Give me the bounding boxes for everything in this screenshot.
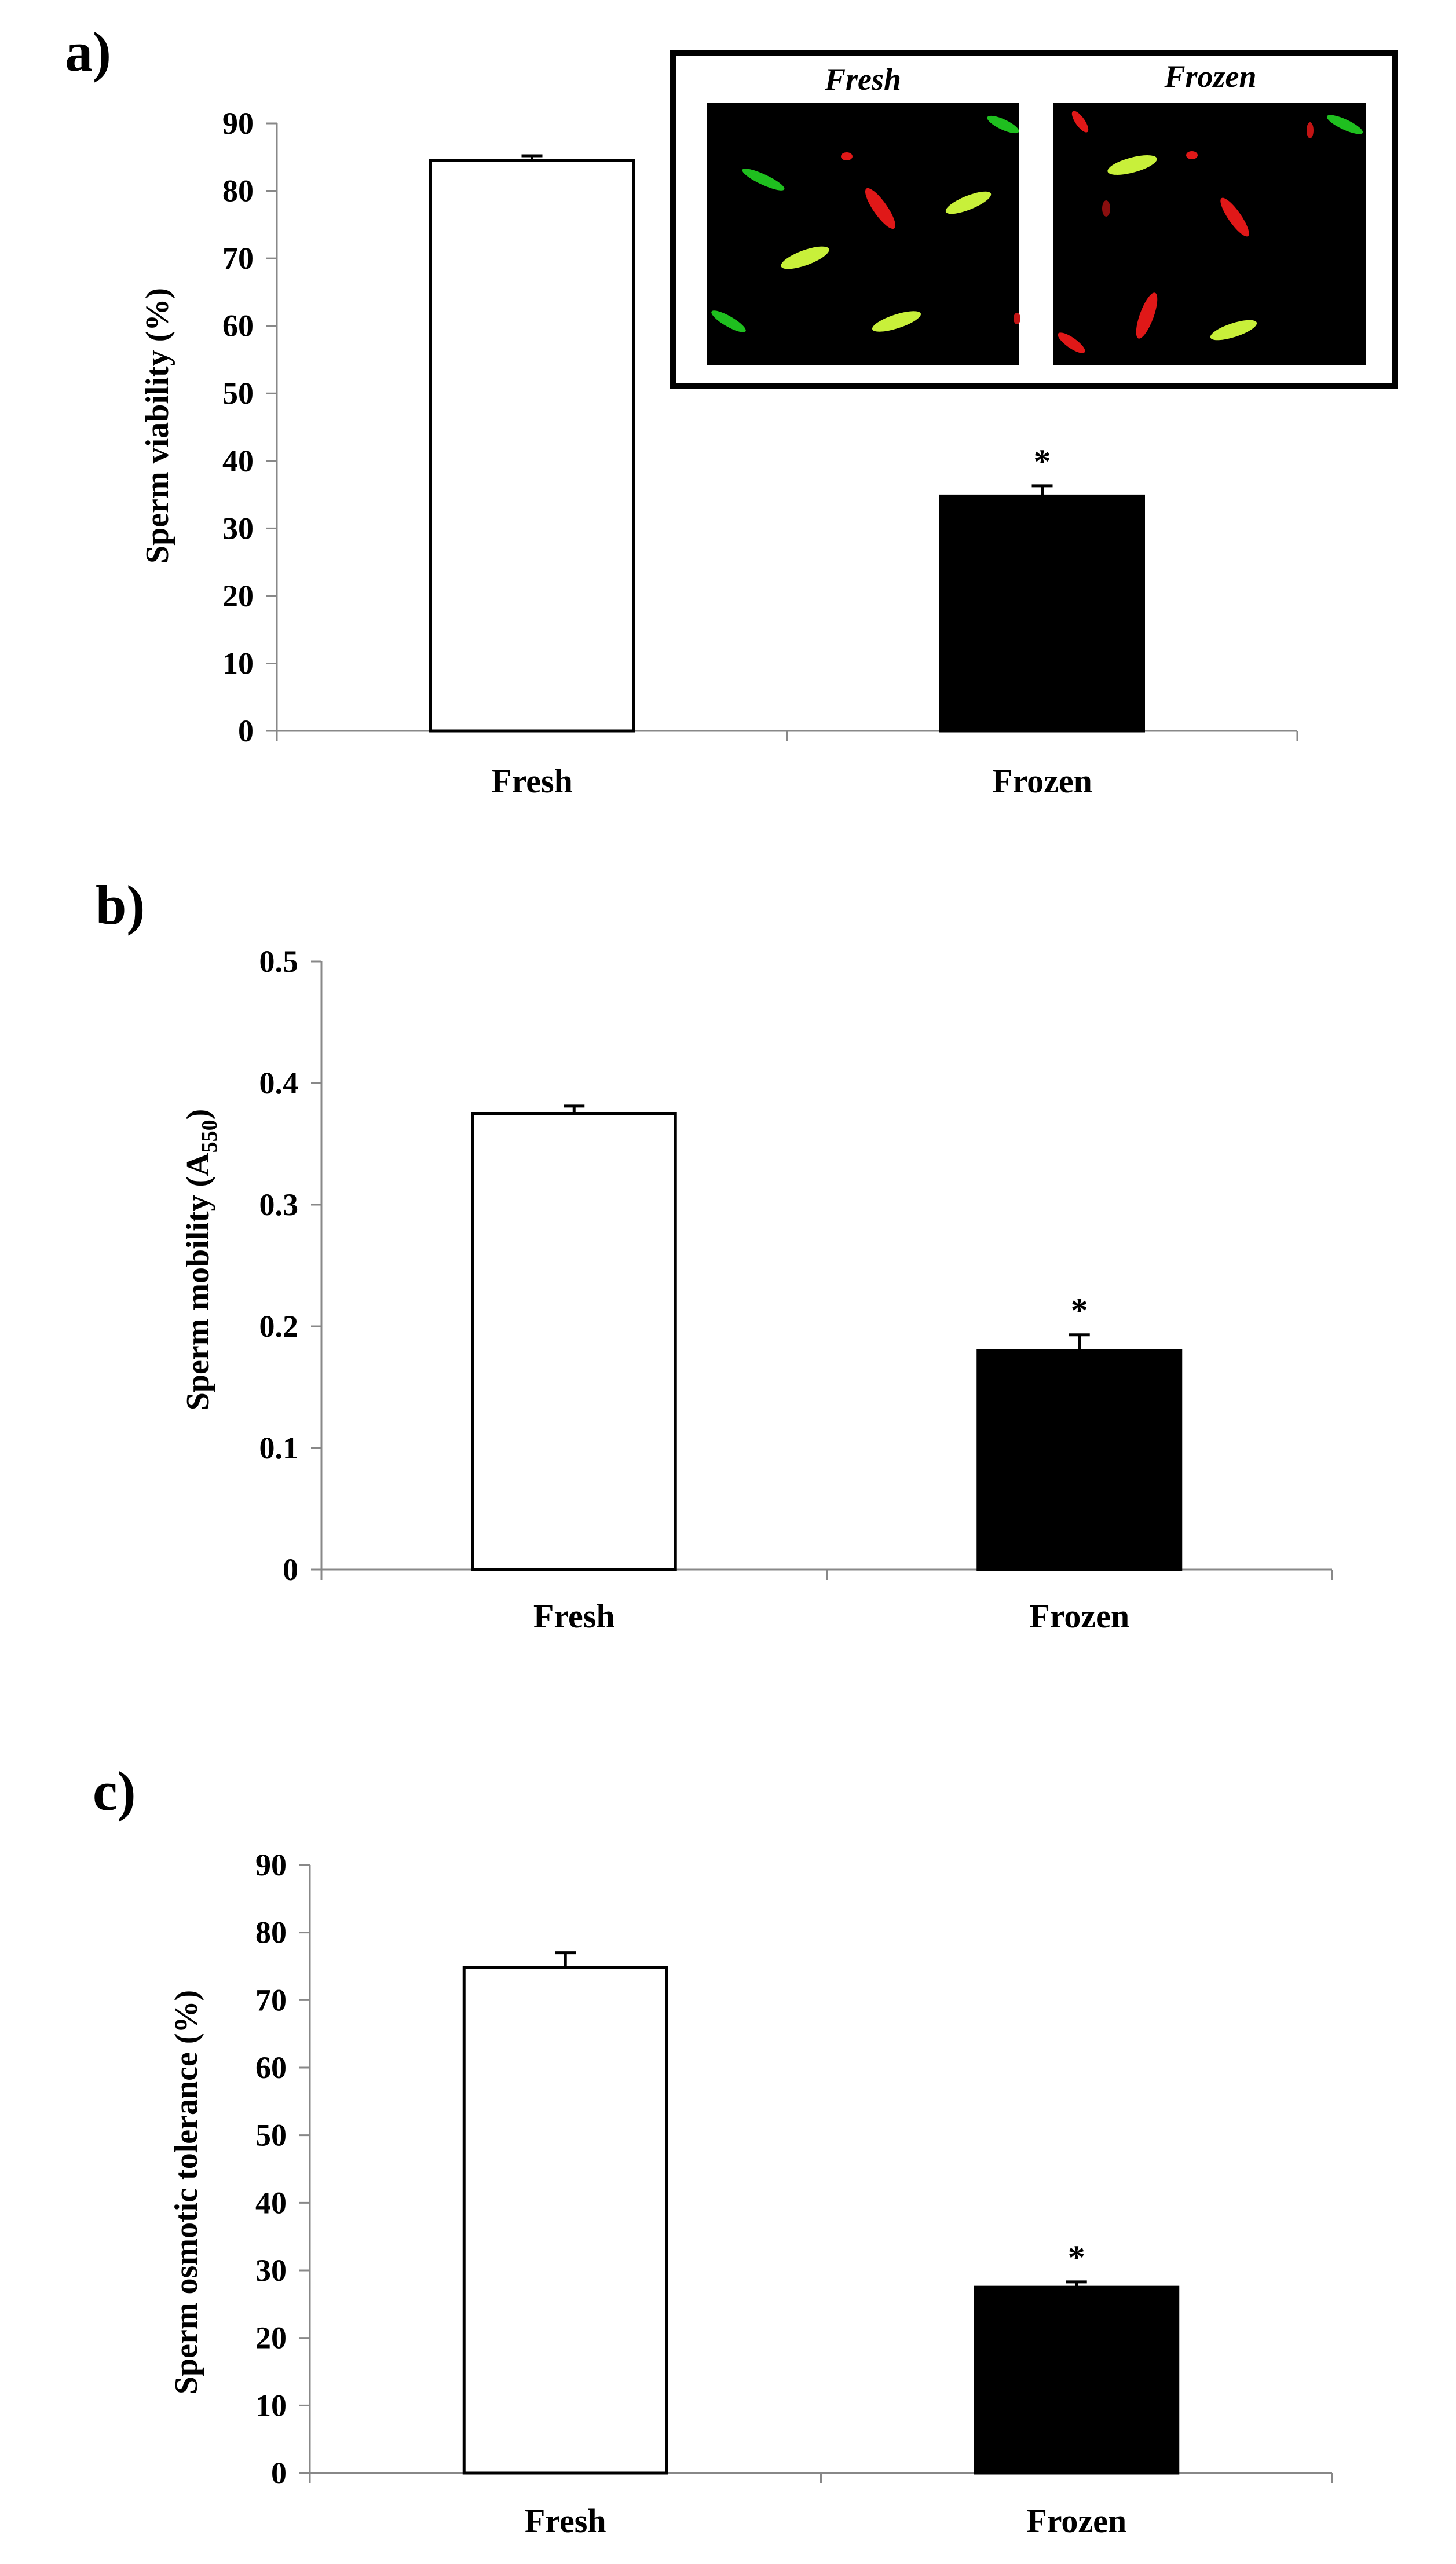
sperm-cells-fresh (711, 115, 1020, 332)
y-tick-label: 20 (255, 2321, 287, 2355)
significance-marker: * (1071, 1292, 1088, 1330)
y-tick-label: 70 (255, 1983, 287, 2017)
bar-frozen (974, 2285, 1180, 2475)
y-tick-label: 60 (222, 309, 254, 343)
sperm-cell-live (711, 310, 746, 332)
y-axis-label-b: Sperm mobility (A550) (180, 1109, 222, 1411)
y-tick-label: 0 (238, 714, 254, 748)
micrograph-frozen (1053, 103, 1366, 365)
sperm-cell-dead (841, 152, 853, 160)
sperm-cell-live (872, 311, 921, 332)
inset-title-fresh: Fresh (824, 62, 901, 97)
y-tick-label: 50 (255, 2118, 287, 2153)
sperm-cell-dead (1058, 332, 1085, 353)
significance-marker: * (1034, 442, 1051, 481)
category-label-fresh: Fresh (533, 1597, 615, 1635)
significance-marker: * (1068, 2239, 1085, 2277)
y-tick-label: 10 (222, 646, 254, 681)
y-tick-label: 10 (255, 2388, 287, 2423)
inset-title-frozen: Frozen (1164, 59, 1256, 94)
panel-label-c: c) (93, 1760, 136, 1822)
bar-fresh (429, 159, 635, 733)
y-axis-label-b-main: Sperm mobility (A (180, 1153, 216, 1410)
sperm-cell-live (742, 169, 785, 191)
sperm-cells-frozen (1058, 111, 1363, 353)
panel-label-b: b) (96, 874, 145, 936)
y-tick-label: 90 (222, 106, 254, 141)
sperm-cell-dead (1102, 200, 1110, 217)
sperm-cell-dead (1186, 151, 1198, 159)
y-tick-label: 70 (222, 241, 254, 276)
bar-frozen (939, 494, 1145, 733)
y-tick-label: 0.1 (259, 1431, 299, 1465)
y-axis-label-b-subscript: 550 (197, 1120, 222, 1153)
sperm-cell-live (1326, 115, 1363, 134)
micrograph-fresh (707, 103, 1019, 365)
sperm-cell-dead (1071, 111, 1089, 133)
sperm-cell-live (1107, 155, 1157, 175)
category-label-frozen: Frozen (1029, 1597, 1129, 1635)
y-tick-label: 40 (222, 444, 254, 478)
sperm-cell-dead (1014, 313, 1020, 324)
bar-fresh (471, 1112, 677, 1571)
sperm-cell-dead (1220, 197, 1249, 237)
sperm-cell-dead (1136, 292, 1158, 339)
bar-frozen (976, 1349, 1183, 1571)
inset-micrographs: Fresh Frozen (670, 50, 1398, 389)
y-tick-label: 40 (255, 2185, 287, 2220)
y-tick-label: 0.2 (259, 1309, 299, 1344)
y-tick-label: 50 (222, 376, 254, 411)
plot-area-a: 0 10 20 30 40 50 60 70 80 90 Fresh * Frozen (222, 106, 1298, 800)
y-tick-label: 0.3 (259, 1187, 299, 1222)
category-label-frozen: Frozen (992, 762, 1092, 800)
y-tick-label: 90 (255, 1848, 287, 1882)
y-tick-label: 30 (255, 2253, 287, 2288)
panel-b: b) Sperm mobility (A550) 0 0.1 0.2 0.3 0.4 0.… (96, 874, 1333, 1635)
y-tick-label: 80 (255, 1915, 287, 1950)
y-axis-label-b-end: ) (180, 1109, 216, 1120)
y-tick-label: 0 (283, 1552, 298, 1587)
plot-area-b: 0 0.1 0.2 0.3 0.4 0.5 Fresh * Frozen (259, 944, 1333, 1635)
panel-c: c) Sperm osmotic tolerance (%) 0 10 20 30 40… (93, 1760, 1333, 2540)
y-tick-label: 0.4 (259, 1066, 299, 1100)
y-tick-label: 20 (222, 579, 254, 613)
sperm-cell-live (945, 191, 992, 214)
y-axis-label-c: Sperm osmotic tolerance (%) (169, 1990, 204, 2394)
plot-area-c: 0 10 20 30 40 50 60 70 80 90 Fresh * Frozen (255, 1848, 1333, 2540)
category-label-fresh: Fresh (525, 2502, 606, 2540)
panel-label-a: a) (65, 21, 111, 83)
sperm-cell-dead (1307, 122, 1314, 138)
y-tick-label: 80 (222, 174, 254, 209)
sperm-cell-dead (865, 188, 896, 229)
y-tick-label: 0.5 (259, 944, 299, 979)
sperm-cell-live (781, 246, 829, 269)
bar-fresh (462, 1966, 668, 2475)
sperm-cell-live (987, 115, 1019, 134)
y-tick-label: 60 (255, 2050, 287, 2085)
category-label-frozen: Frozen (1026, 2502, 1126, 2540)
category-label-fresh: Fresh (491, 762, 573, 800)
panel-a: a) Sperm viability (%) 0 10 20 30 40 50 60 70 80… (65, 21, 1398, 800)
y-tick-label: 30 (222, 511, 254, 546)
y-tick-label: 0 (271, 2456, 287, 2490)
y-axis-label-a: Sperm viability (%) (140, 288, 175, 564)
sperm-cell-live (1210, 320, 1257, 341)
